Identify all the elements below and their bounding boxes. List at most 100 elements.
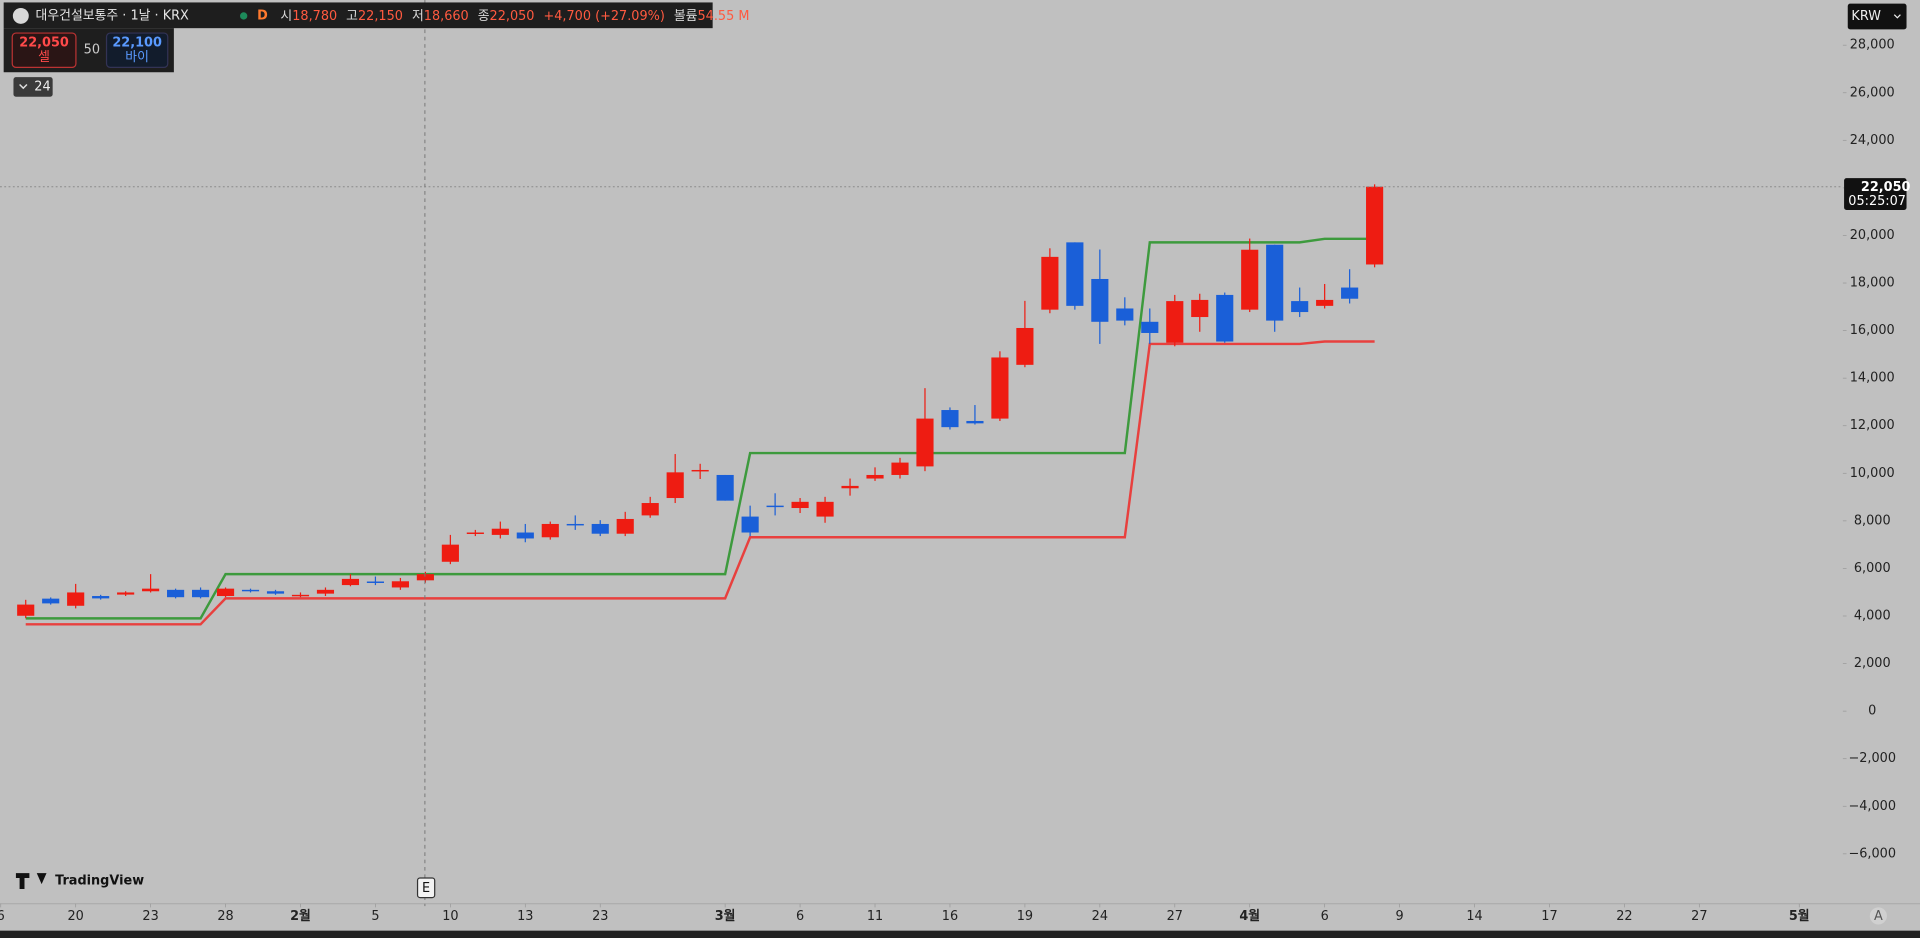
y-tick-label: −6,000 xyxy=(1848,846,1896,861)
candle-body xyxy=(1191,299,1209,318)
candle-body xyxy=(1366,186,1384,265)
ohlc-value: 22,050 xyxy=(490,8,535,23)
candle-body xyxy=(766,505,784,508)
candle-body xyxy=(241,589,260,592)
y-tick-label: 26,000 xyxy=(1850,85,1895,100)
currency-button[interactable] xyxy=(1847,3,1907,30)
candle-body xyxy=(816,501,834,517)
y-tick-label: 6,000 xyxy=(1854,561,1891,576)
candle-body xyxy=(1166,301,1184,343)
candle-body xyxy=(1141,321,1159,333)
market-status xyxy=(240,12,248,20)
x-tick-label: 5월 xyxy=(1789,908,1810,924)
candle-body xyxy=(841,485,859,489)
candle-body xyxy=(941,410,959,428)
candle-body xyxy=(192,589,210,598)
logo: TradingView xyxy=(55,874,144,889)
symbol-logo xyxy=(12,7,29,24)
buy-label: 바이 xyxy=(125,50,149,65)
candle-body xyxy=(741,516,759,533)
sell-button[interactable] xyxy=(11,32,77,68)
indicator-toggle[interactable] xyxy=(13,77,53,97)
x-tick-label: 27 xyxy=(1167,909,1183,924)
candle-body xyxy=(216,588,235,597)
candle-body xyxy=(42,598,60,604)
ohlc-label: 저 xyxy=(412,8,424,23)
candle-body xyxy=(17,604,35,616)
price-tag-value: 22,050 xyxy=(1861,180,1911,195)
candle-body xyxy=(691,469,709,472)
change: +4,700 (+27.09%) xyxy=(543,8,664,23)
y-tick-label: 24,000 xyxy=(1850,133,1895,148)
x-tick-label: 16 xyxy=(942,909,958,924)
candle-body xyxy=(1091,278,1109,322)
chevron xyxy=(19,83,28,90)
x-tick-label: 9 xyxy=(1396,909,1404,924)
candle-body xyxy=(1016,327,1034,365)
y-tick-label: 14,000 xyxy=(1850,371,1895,386)
candle-body xyxy=(1241,249,1259,310)
candle-body xyxy=(591,523,609,534)
sell-price: 22,050 xyxy=(19,35,69,50)
candle-body xyxy=(142,588,160,592)
x-tick-label: 20 xyxy=(68,909,84,924)
event-marker[interactable] xyxy=(416,877,436,899)
candle-body xyxy=(491,528,509,535)
candle-body xyxy=(641,503,659,516)
candle-body xyxy=(67,592,85,606)
symbol[interactable]: 대우건설보통주 · 1날 · KRX xyxy=(36,8,190,23)
candle-body xyxy=(1316,299,1334,306)
bottom-border xyxy=(0,930,1920,938)
ohlc-value: 22,150 xyxy=(358,8,403,23)
ohlc-label: 종 xyxy=(478,8,490,23)
candle-body xyxy=(616,518,634,534)
candle-body xyxy=(891,462,909,475)
x-tick-label: 14 xyxy=(1466,909,1482,924)
y-tick-label: 16,000 xyxy=(1850,323,1895,338)
x-tick-label: 2월 xyxy=(290,908,311,924)
x-tick-label: 13 xyxy=(517,909,533,924)
candle-body xyxy=(341,578,360,586)
channel-line xyxy=(25,237,1375,620)
auto-scale-button[interactable] xyxy=(1869,907,1887,925)
y-tick-label: 12,000 xyxy=(1850,418,1895,433)
x-tick-label: 4월 xyxy=(1239,908,1260,924)
volume-label: 볼륨 xyxy=(674,8,698,23)
x-tick-label: 11 xyxy=(867,909,883,924)
x-tick-label: 22 xyxy=(1616,909,1632,924)
candle-body xyxy=(291,594,310,597)
x-tick-label: 6 xyxy=(0,909,5,924)
y-tick-label: 0 xyxy=(1868,704,1876,719)
logo-mark xyxy=(15,873,47,890)
x-tick-label: 23 xyxy=(592,909,608,924)
candle-body xyxy=(516,532,534,539)
buy-button[interactable] xyxy=(105,32,169,68)
x-tick-label: 6 xyxy=(1321,909,1329,924)
interval: D xyxy=(257,8,268,23)
candle-body xyxy=(1266,244,1284,321)
volume: 54.55 M xyxy=(697,8,749,23)
x-tick-label: 3월 xyxy=(715,908,736,924)
candle-body xyxy=(1066,242,1084,306)
y-tick-label: 20,000 xyxy=(1850,228,1895,243)
candle-body xyxy=(716,474,734,501)
chevron xyxy=(1893,14,1901,19)
auto-scale: A xyxy=(1874,909,1883,924)
y-tick-label: 4,000 xyxy=(1854,608,1891,623)
ohlc: 시18,780 고22,150 저18,660 종22,050 +4,700 (… xyxy=(280,8,749,23)
x-tick-label: 19 xyxy=(1017,909,1033,924)
ohlc-value: 18,660 xyxy=(424,8,469,23)
x-tick-label: 23 xyxy=(142,909,158,924)
y-tick-label: 28,000 xyxy=(1850,38,1895,53)
y-tick-label: −2,000 xyxy=(1848,751,1896,766)
candle-body xyxy=(167,589,185,598)
candle-body xyxy=(366,581,384,583)
candle-body xyxy=(117,592,135,595)
candle-body xyxy=(416,574,434,581)
indicator-count: 24 xyxy=(34,79,50,94)
candle-body xyxy=(791,501,809,509)
x-tick-label: 5 xyxy=(371,909,379,924)
